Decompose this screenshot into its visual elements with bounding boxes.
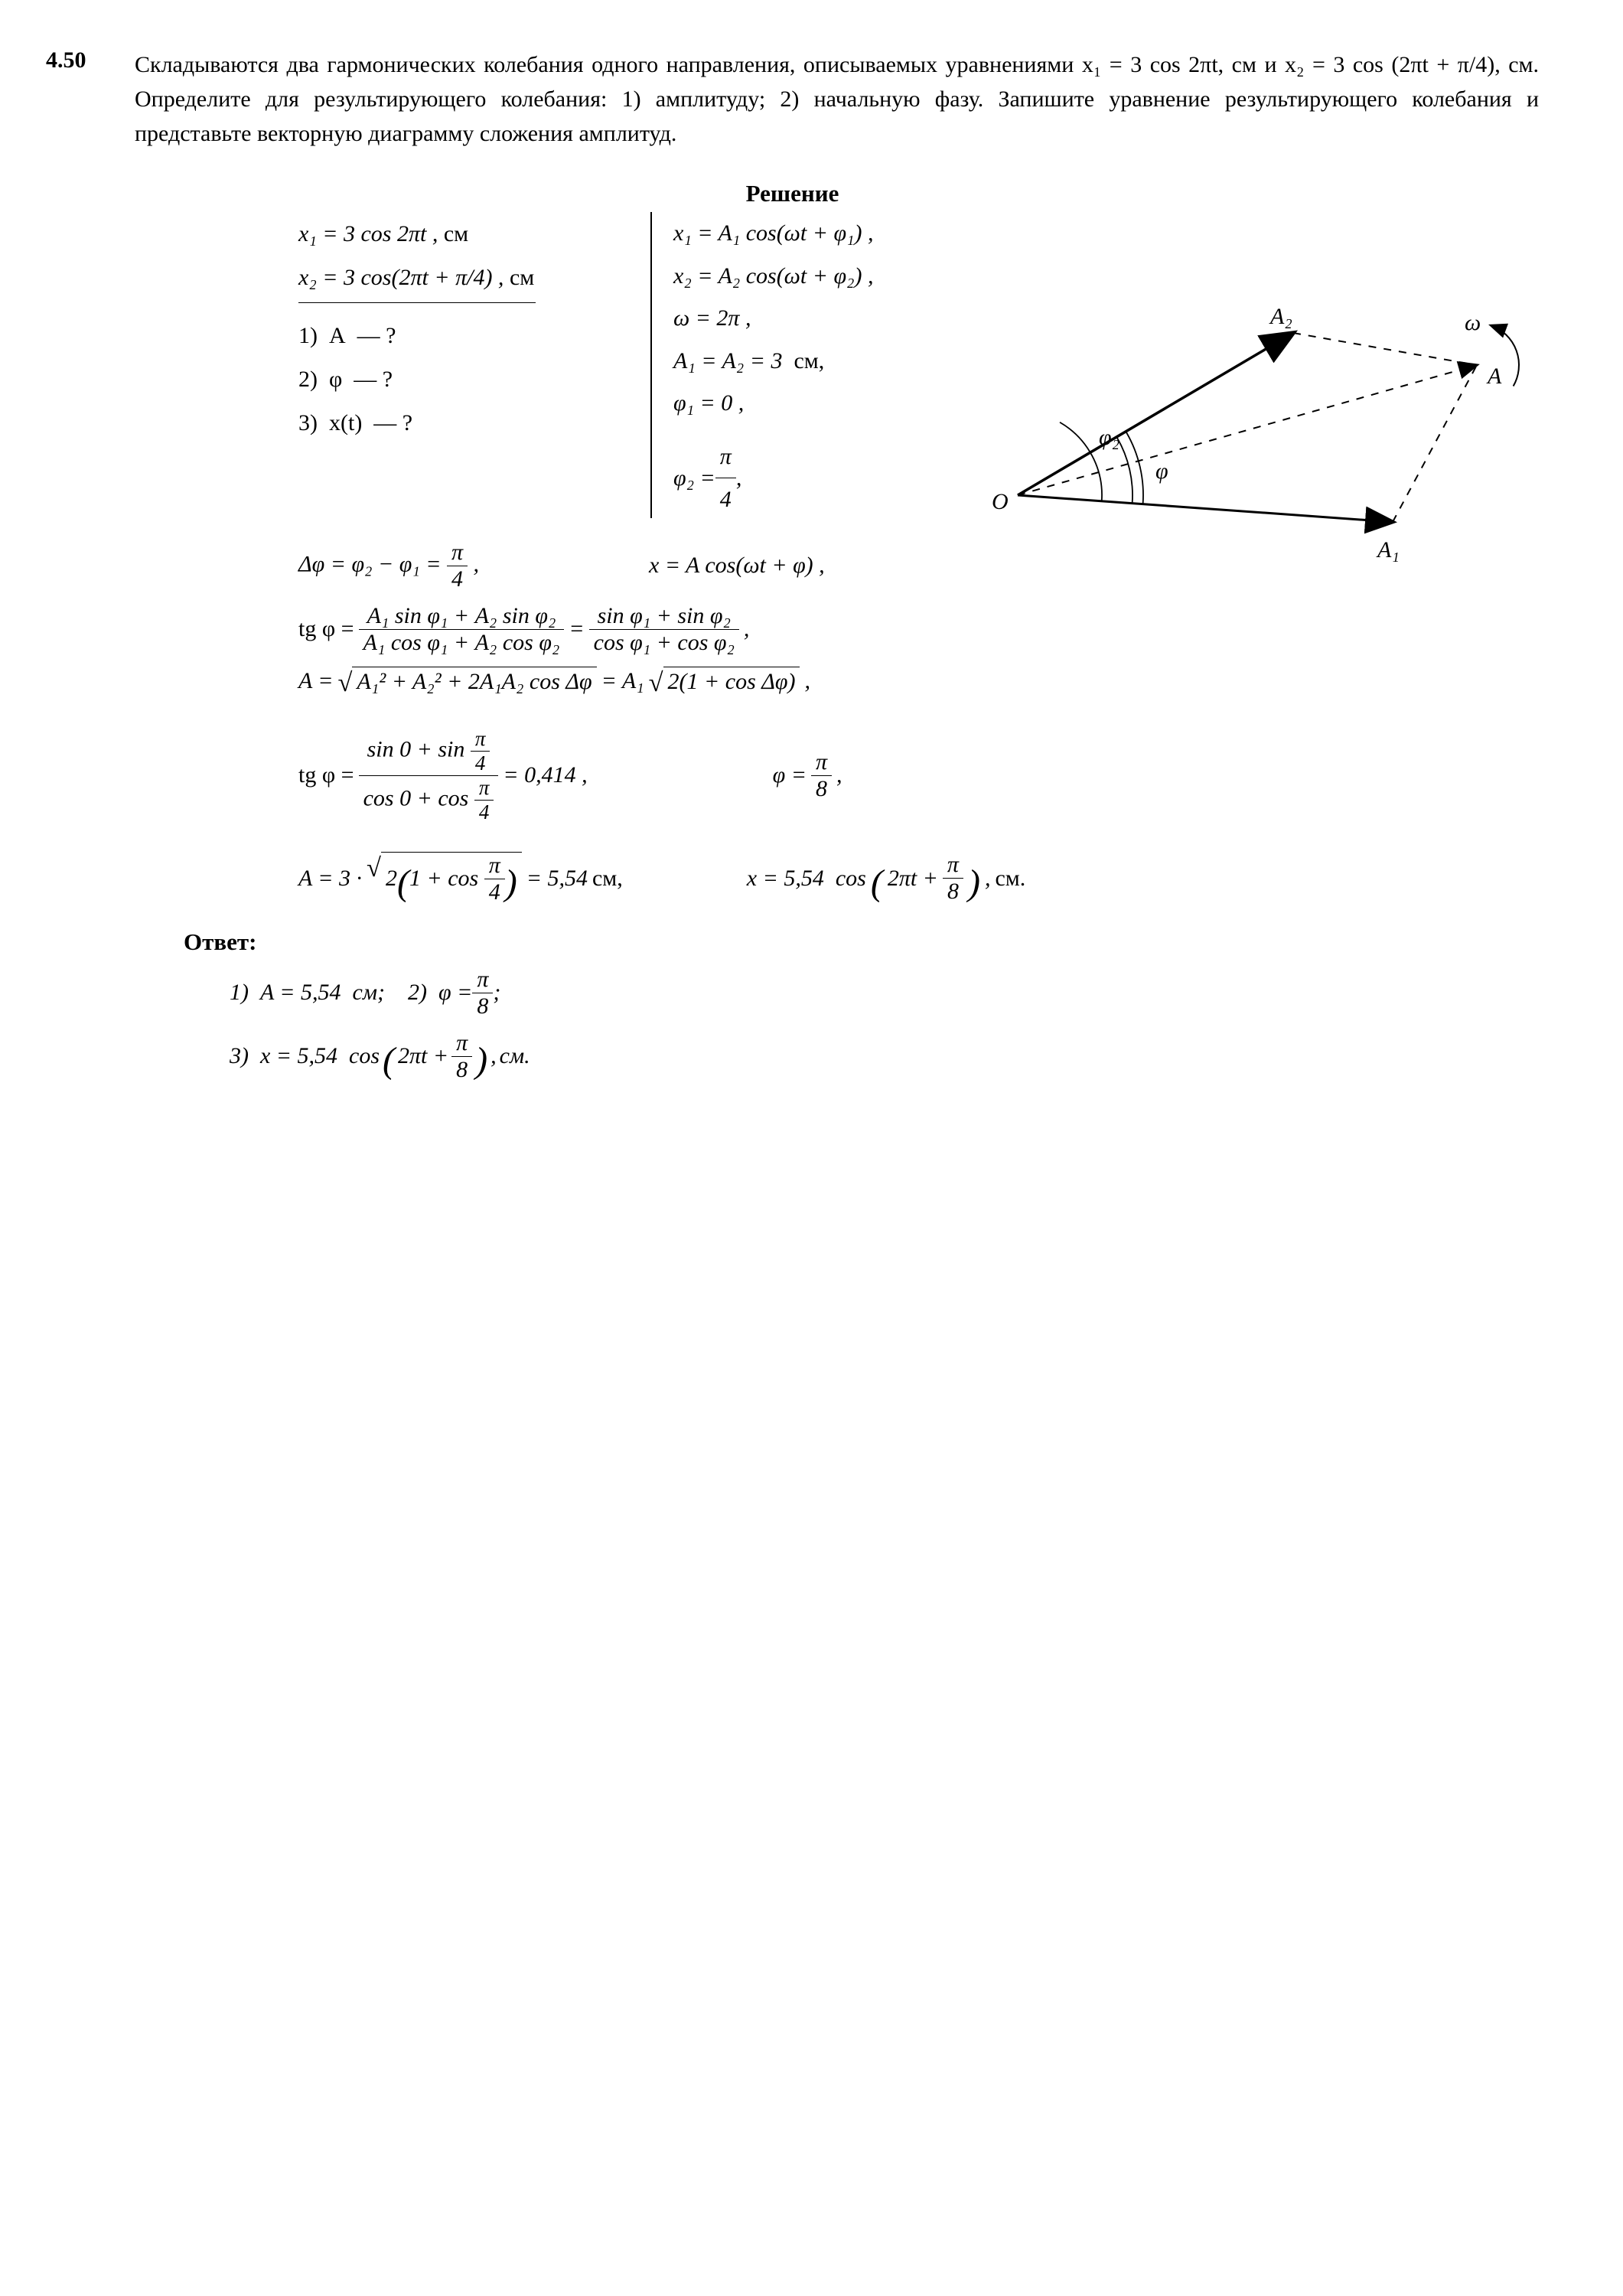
params-l3: ω = 2π ,	[673, 297, 957, 340]
answer-block: Ответ: 1) A = 5,54 см; 2) φ = π8 ; 3) x …	[184, 928, 1539, 1083]
tg2-den: cos 0 + cos	[363, 785, 469, 810]
ans2-d: 8	[451, 1057, 472, 1083]
ans1b-n: π	[472, 967, 493, 993]
A3-pre: 2	[386, 866, 397, 892]
vector-diagram: O A₁ A₂ Aφ φ₂ ω	[972, 296, 1523, 585]
A3-val: = 5,54	[526, 866, 588, 892]
ans1b: 2) φ =	[385, 980, 472, 1006]
tg2-pi4n: π	[471, 727, 490, 752]
answer-title: Ответ:	[184, 928, 1539, 956]
problem-text: Складываются два гармонических колебания…	[135, 47, 1539, 151]
phi2-den: 4	[715, 478, 736, 521]
problem-row: 4.50 Складываются два гармонических коле…	[46, 47, 1539, 151]
A3-d: 4	[484, 879, 505, 905]
params-l2: x₂ = A₂ cos(ωt + φ₂) ,	[673, 255, 957, 298]
given-column: x₁ = 3 cos 2πt , см x₂ = 3 cos(2πt + π/4…	[298, 212, 650, 445]
tg2-pi4d2: 4	[474, 801, 494, 824]
svg-text:O: O	[992, 489, 1009, 514]
vertical-separator	[650, 212, 652, 518]
phi2-num: π	[715, 435, 736, 479]
ans1a-unit: см;	[353, 980, 385, 1006]
ans2-pre: 3) x = 5,54 cos	[230, 1043, 380, 1069]
params-l5: φ₁ = 0 ,	[673, 382, 957, 425]
svg-text:A₁: A₁	[1376, 537, 1400, 563]
A-lhs: A =	[298, 668, 334, 694]
given-l2-unit: см	[510, 265, 534, 290]
solution-block: x₁ = 3 cos 2πt , см x₂ = 3 cos(2πt + π/4…	[298, 212, 1523, 905]
A-post: ,	[804, 668, 810, 694]
tg-n1: A₁ sin φ₁ + A₂ sin φ₂	[359, 603, 565, 630]
ans2-post: ,	[490, 1043, 497, 1069]
sqrt-3: √ 2 ( 1 + cos π4 )	[367, 852, 522, 905]
tg2-pi4n2: π	[474, 776, 494, 801]
xres-post: ,	[985, 866, 991, 892]
tg2-val: = 0,414 ,	[503, 762, 587, 788]
params-column: x₁ = A₁ cos(ωt + φ₁) , x₂ = A₂ cos(ωt + …	[673, 212, 957, 532]
xres-lhs: x = 5,54 cos	[747, 866, 866, 892]
ans1b-post: ;	[493, 980, 500, 1006]
problem-number: 4.50	[46, 47, 115, 73]
given-l2: x₂ = 3 cos(2πt + π/4) ,	[298, 265, 510, 290]
dphi-n: π	[447, 540, 468, 566]
ans1a: 1) A = 5,54	[230, 980, 353, 1006]
sqrt-2: √2(1 + cos Δφ)	[649, 667, 800, 696]
svg-text:A₂: A₂	[1269, 304, 1292, 329]
given-q3: 3) x(t) — ?	[298, 401, 635, 445]
A3-n: π	[484, 853, 505, 879]
A3-unit: см,	[592, 866, 623, 892]
params-l1: x₁ = A₁ cos(ωt + φ₁) ,	[673, 212, 957, 255]
svg-text:A: A	[1486, 364, 1502, 389]
phi-lhs: φ =	[773, 762, 807, 788]
eq-xA: x = A cos(ωt + φ) ,	[649, 553, 825, 579]
phi-post: ,	[836, 762, 842, 788]
given-l1: x₁ = 3 cos 2πt ,	[298, 221, 444, 246]
given-l1-unit: см	[444, 221, 468, 246]
svg-text:φ₂: φ₂	[1099, 425, 1119, 450]
ans2-n: π	[451, 1030, 472, 1057]
sqrt-1: √A₁² + A₂² + 2A₁A₂ cos Δφ	[338, 667, 597, 696]
ans2-body: 2πt +	[398, 1043, 448, 1069]
dphi-post: ,	[474, 551, 480, 576]
xres-unit: см.	[995, 866, 1025, 892]
A-mid: = A₁	[601, 668, 644, 694]
tg-d1: A₁ cos φ₁ + A₂ cos φ₂	[359, 630, 565, 656]
xres-n: π	[943, 852, 963, 879]
tg-lhs: tg φ =	[298, 616, 354, 642]
diagram-svg: O A₁ A₂ Aφ φ₂ ω	[972, 296, 1523, 579]
tg2-pi4d: 4	[471, 752, 490, 775]
given-q1: 1) A — ?	[298, 314, 635, 357]
given-hr	[298, 302, 536, 303]
params-l4-unit: см,	[794, 348, 824, 373]
params-l4a: A₁ = A₂ = 3	[673, 348, 794, 373]
svg-text:φ: φ	[1155, 458, 1168, 484]
solution-title: Решение	[46, 180, 1539, 207]
given-q2: 2) φ — ?	[298, 357, 635, 401]
xres-body: 2πt +	[888, 866, 938, 892]
tg-d2: cos φ₁ + cos φ₂	[589, 630, 739, 656]
xres-d: 8	[943, 879, 963, 905]
svg-text:ω: ω	[1465, 310, 1481, 335]
dphi-d: 4	[447, 566, 468, 592]
dphi-lhs: Δφ = φ₂ − φ₁ =	[298, 551, 447, 576]
tg-n2: sin φ₁ + sin φ₂	[589, 603, 739, 630]
A3-in-pre: 1 + cos	[409, 866, 478, 892]
params-l6-lhs: φ₂ =	[673, 457, 715, 500]
tg2-num: sin 0 + sin	[367, 736, 465, 762]
A3-lhs: A = 3 ·	[298, 866, 362, 892]
ans2-unit: см.	[500, 1043, 530, 1069]
params-l6-post: ,	[736, 457, 742, 500]
phi-n: π	[811, 749, 832, 776]
ans1b-d: 8	[472, 993, 493, 1019]
tg2-lhs: tg φ =	[298, 762, 354, 788]
phi-d: 8	[811, 776, 832, 802]
